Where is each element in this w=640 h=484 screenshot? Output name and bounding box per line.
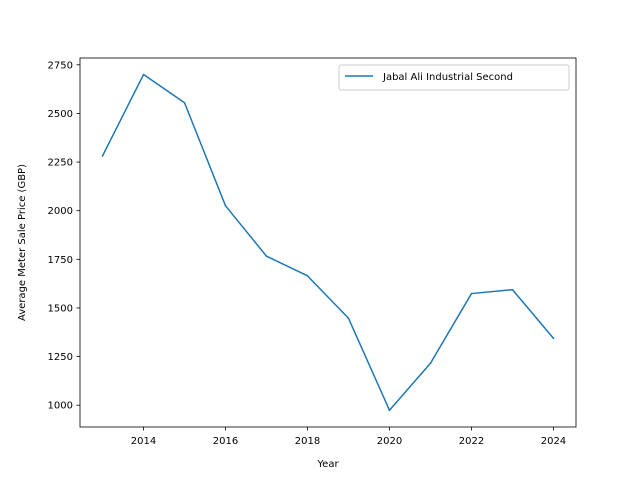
data-point — [101, 155, 104, 157]
x-tick-label: 2024 — [541, 436, 566, 447]
data-point — [142, 73, 145, 76]
x-tick-label: 2020 — [377, 436, 402, 447]
data-point — [306, 275, 309, 277]
y-tick-label: 2750 — [48, 60, 73, 71]
y-tick-label: 1500 — [48, 303, 73, 314]
data-point — [388, 409, 391, 412]
legend-label: Jabal Ali Industrial Second — [382, 72, 513, 83]
data-point — [265, 255, 268, 258]
y-tick-label: 1250 — [48, 352, 73, 363]
series-line — [101, 73, 555, 412]
data-point — [511, 288, 514, 291]
y-tick-label: 1750 — [48, 255, 73, 266]
data-point — [224, 205, 227, 207]
y-tick-label: 2250 — [48, 158, 73, 169]
y-tick-label: 1000 — [48, 401, 73, 412]
x-axis-label: Year — [316, 459, 339, 470]
legend: Jabal Ali Industrial Second — [338, 64, 570, 91]
x-tick-label: 2022 — [459, 436, 484, 447]
data-point — [552, 337, 555, 340]
data-point — [347, 317, 350, 320]
plot-frame — [79, 57, 577, 428]
x-tick-label: 2016 — [213, 436, 238, 447]
x-tick-label: 2018 — [295, 436, 320, 447]
data-point — [429, 362, 432, 365]
x-tick-label: 2014 — [131, 436, 156, 447]
y-axis-label: Average Meter Sale Price (GBP) — [17, 164, 28, 321]
y-tick-label: 2000 — [48, 206, 73, 217]
plot-area — [80, 58, 576, 427]
data-point — [470, 292, 473, 295]
data-point — [183, 101, 186, 104]
legend-box — [338, 64, 570, 91]
y-tick-label: 2500 — [48, 109, 73, 120]
